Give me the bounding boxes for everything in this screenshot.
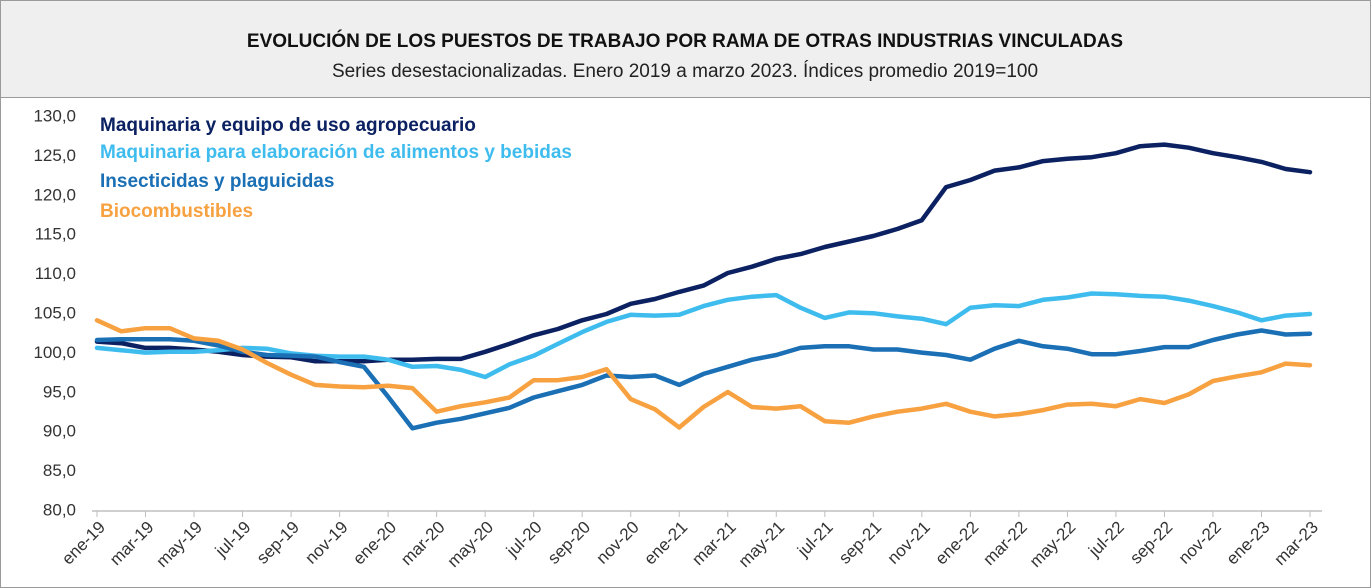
chart-subtitle: Series desestacionalizadas. Enero 2019 a… bbox=[332, 61, 1038, 82]
series-line bbox=[94, 142, 1313, 364]
legend-label: Biocombustibles bbox=[100, 201, 253, 222]
y-tick-label: 90,0 bbox=[43, 422, 76, 441]
legend-label: Maquinaria y equipo de uso agropecuario bbox=[100, 115, 476, 136]
y-tick-label: 100,0 bbox=[33, 343, 76, 362]
y-tick-label: 120,0 bbox=[33, 185, 76, 204]
y-tick-label: 130,0 bbox=[33, 106, 76, 125]
y-tick-label: 85,0 bbox=[43, 461, 76, 480]
legend-label: Insecticidas y plaguicidas bbox=[100, 171, 334, 192]
series-line bbox=[94, 328, 1313, 431]
y-tick-label: 110,0 bbox=[35, 264, 76, 283]
title-band bbox=[1, 1, 1370, 97]
y-tick-label: 80,0 bbox=[43, 500, 76, 519]
series-line bbox=[94, 318, 1313, 430]
y-tick-label: 105,0 bbox=[33, 303, 76, 322]
legend-label: Maquinaria para elaboración de alimentos… bbox=[100, 142, 572, 163]
y-tick-label: 115,0 bbox=[35, 225, 76, 244]
chart-title: EVOLUCIÓN DE LOS PUESTOS DE TRABAJO POR … bbox=[247, 30, 1123, 52]
y-tick-label: 125,0 bbox=[33, 146, 76, 165]
y-tick-label: 95,0 bbox=[43, 382, 76, 401]
